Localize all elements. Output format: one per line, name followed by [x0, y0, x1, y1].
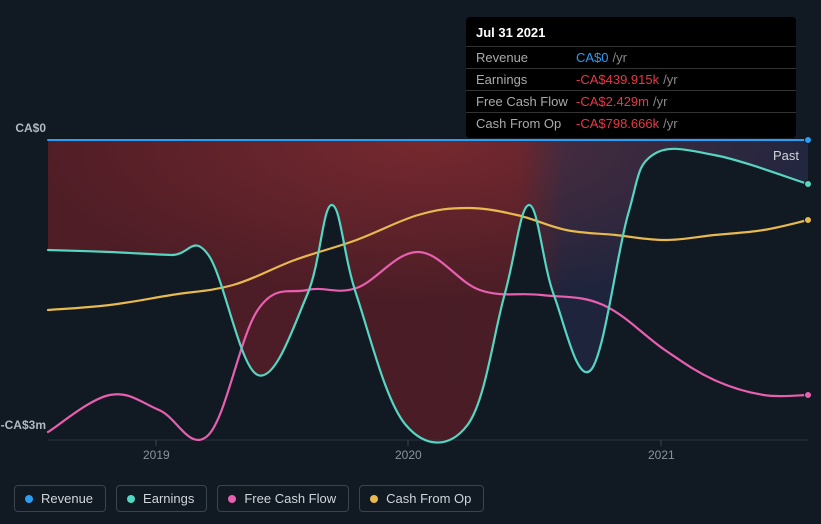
tooltip-row-unit: /yr — [653, 94, 667, 109]
series-end-dot-earnings — [804, 180, 812, 188]
legend-item-cfo[interactable]: Cash From Op — [359, 485, 484, 512]
legend-item-revenue[interactable]: Revenue — [14, 485, 106, 512]
tooltip-row: Cash From Op-CA$798.666k/yr — [466, 112, 796, 134]
series-end-dot-cfo — [804, 216, 812, 224]
legend-item-label: Cash From Op — [386, 491, 471, 506]
x-axis-label: 2020 — [395, 448, 422, 462]
tooltip-row-unit: /yr — [663, 116, 677, 131]
x-axis-label: 2019 — [143, 448, 170, 462]
chart-vignette — [48, 140, 808, 443]
series-end-dot-fcf — [804, 391, 812, 399]
tooltip-row: Free Cash Flow-CA$2.429m/yr — [466, 90, 796, 112]
tooltip-row-value: -CA$798.666k — [576, 116, 659, 131]
chart-legend: Revenue Earnings Free Cash Flow Cash From O… — [14, 485, 484, 512]
legend-item-fcf[interactable]: Free Cash Flow — [217, 485, 349, 512]
legend-item-label: Earnings — [143, 491, 194, 506]
legend-item-label: Revenue — [41, 491, 93, 506]
legend-dot-icon — [127, 495, 135, 503]
tooltip-row-value: CA$0 — [576, 50, 609, 65]
tooltip-row-unit: /yr — [613, 50, 627, 65]
past-label: Past — [773, 148, 799, 163]
tooltip-row-label: Revenue — [476, 50, 576, 65]
legend-item-label: Free Cash Flow — [244, 491, 336, 506]
series-end-dot-revenue — [804, 136, 812, 144]
tooltip-date: Jul 31 2021 — [466, 21, 796, 46]
tooltip-row-label: Cash From Op — [476, 116, 576, 131]
tooltip-row-unit: /yr — [663, 72, 677, 87]
tooltip-row: RevenueCA$0/yr — [466, 46, 796, 68]
tooltip-row-value: -CA$2.429m — [576, 94, 649, 109]
legend-item-earnings[interactable]: Earnings — [116, 485, 207, 512]
tooltip-row-label: Earnings — [476, 72, 576, 87]
legend-dot-icon — [370, 495, 378, 503]
tooltip-row-label: Free Cash Flow — [476, 94, 576, 109]
tooltip-row: Earnings-CA$439.915k/yr — [466, 68, 796, 90]
x-axis-label: 2021 — [648, 448, 675, 462]
tooltip-box: Jul 31 2021 RevenueCA$0/yrEarnings-CA$43… — [466, 17, 796, 138]
legend-dot-icon — [228, 495, 236, 503]
tooltip-row-value: -CA$439.915k — [576, 72, 659, 87]
legend-dot-icon — [25, 495, 33, 503]
